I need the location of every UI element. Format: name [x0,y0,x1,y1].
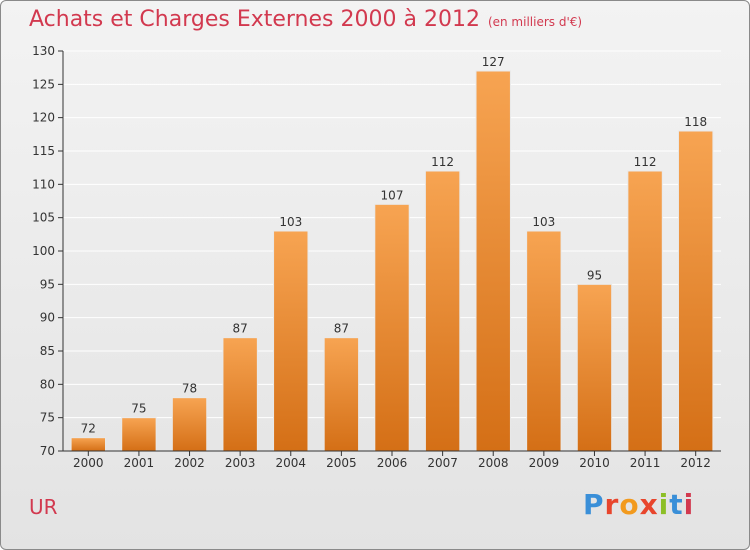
y-tick-label: 70 [40,444,55,458]
y-tick-label: 125 [32,77,55,91]
y-tick-label: 95 [40,277,55,291]
bar-value-label: 103 [532,215,555,229]
bar-value-label: 78 [182,382,197,396]
bar-2011 [627,170,663,452]
x-tick-label: 2001 [124,456,155,470]
bar-value-label: 87 [334,322,349,336]
logo-letter: i [658,488,670,521]
bar-value-label: 107 [381,188,404,202]
bar-2009 [526,230,562,452]
bar-value-label: 112 [431,155,454,169]
bar-2012 [677,130,714,452]
x-tick-label: 2004 [275,456,306,470]
x-axis: 2000 2001 2002 2003 2004 2005 2006 2007 2008 2009… [63,450,721,470]
bar-2010 [576,283,613,452]
y-tick-label: 110 [32,177,55,191]
x-tick-label: 2009 [529,456,560,470]
bar-value-label: 118 [684,115,707,129]
chart-subtitle: (en milliers d'€) [487,15,583,29]
y-tick-label: 130 [32,44,55,58]
bar-2005 [323,337,360,452]
bar-2008 [475,70,511,452]
y-tick-label: 85 [40,344,55,358]
y-tick-label: 80 [40,377,55,391]
logo-letter: P [583,488,605,521]
bar-2007 [424,170,461,452]
x-tick-label: 2010 [579,456,610,470]
proxiti-logo[interactable]: Proxiti [583,488,694,521]
bar-2006 [374,203,410,452]
x-tick-label: 2012 [680,456,711,470]
chart-title-text: Achats et Charges Externes 2000 à 2012 [29,7,480,32]
x-tick-label: 2011 [630,456,661,470]
y-tick-label: 90 [40,311,55,325]
bar-2003 [222,337,258,452]
bar-2001 [121,417,157,452]
bars: 72 75 78 87 103 87 107 112 127 103 95 112 118 [70,55,714,452]
x-tick-label: 2008 [478,456,509,470]
x-tick-label: 2007 [427,456,458,470]
bar-value-label: 103 [279,215,302,229]
bar-2002 [171,397,208,452]
x-tick-label: 2005 [326,456,357,470]
x-tick-label: 2003 [225,456,256,470]
logo-letter: t [669,488,684,521]
y-tick-label: 105 [32,211,55,225]
y-tick-label: 100 [32,244,55,258]
place-label: UR [29,495,58,519]
bar-value-label: 112 [634,155,657,169]
bar-2000 [70,437,107,452]
y-tick-label: 115 [32,144,55,158]
x-tick-label: 2006 [377,456,408,470]
bar-value-label: 72 [81,422,96,436]
bar-value-label: 95 [587,268,602,282]
x-tick-label: 2000 [73,456,104,470]
logo-letter: i [683,488,695,521]
logo-letter: x [639,488,659,521]
x-tick-label: 2002 [174,456,205,470]
y-tick-label: 75 [40,411,55,425]
bar-value-label: 127 [482,55,505,69]
y-axis: 70 75 80 85 90 95 100 105 110 115 120 125 130 [32,44,64,458]
y-tick-label: 120 [32,111,55,125]
logo-letter: o [619,488,640,521]
bar-value-label: 87 [233,322,248,336]
logo-letter: r [604,488,620,521]
chart-title: Achats et Charges Externes 2000 à 2012 (e… [29,7,582,32]
bar-value-label: 75 [131,402,146,416]
bar-2004 [273,230,309,452]
